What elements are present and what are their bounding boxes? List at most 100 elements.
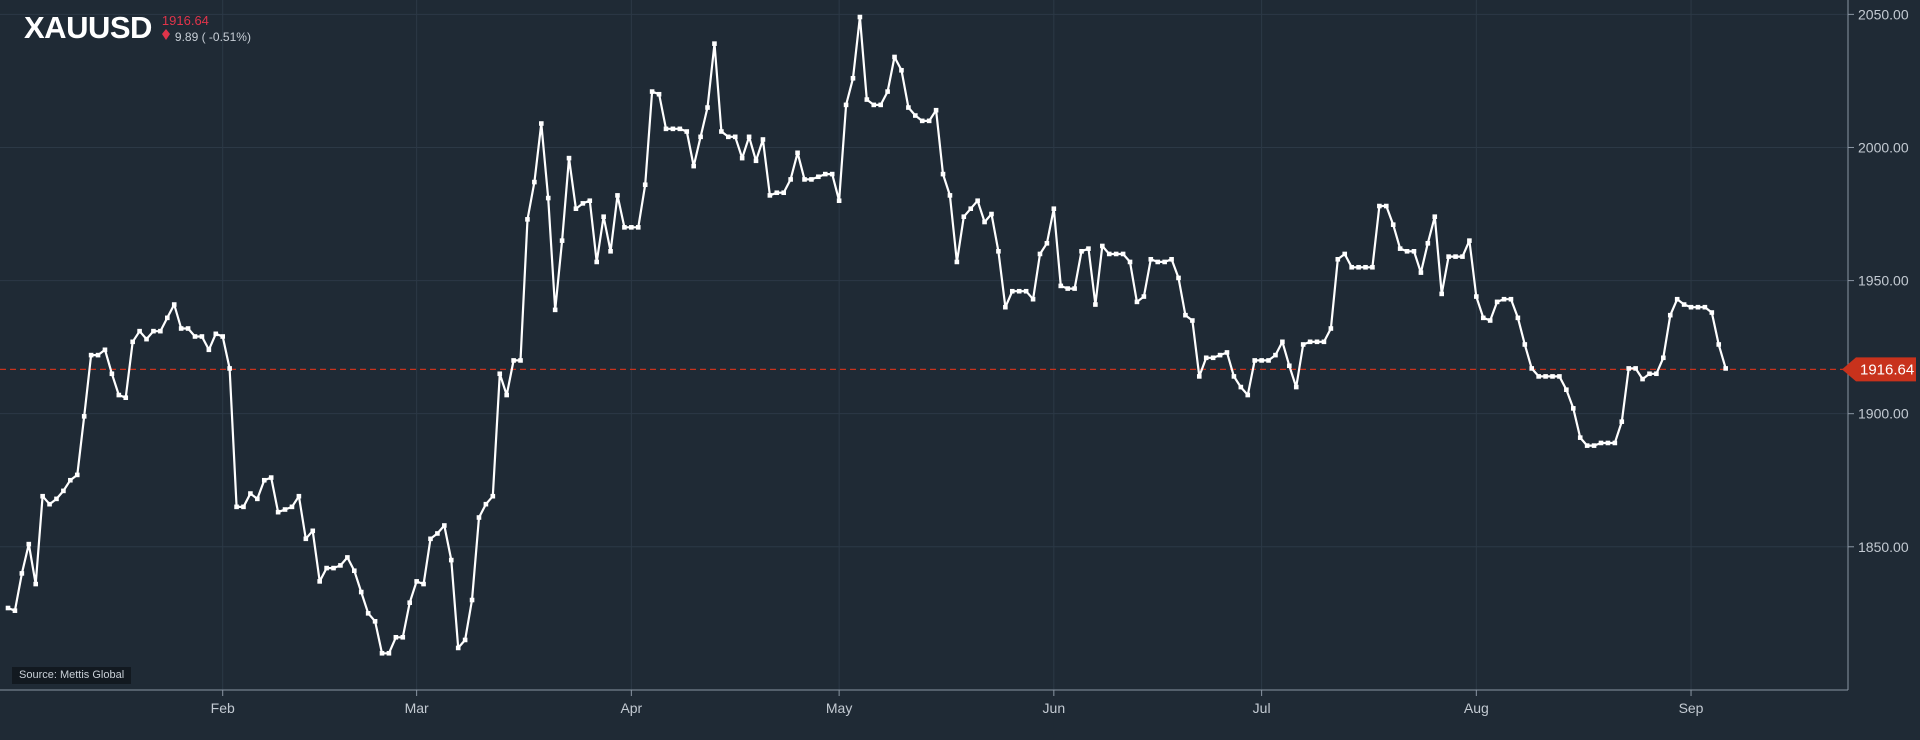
price-point	[455, 645, 461, 651]
y-tick-label: 1900.00	[1858, 406, 1909, 422]
price-point	[1072, 286, 1077, 291]
price-point	[1134, 299, 1140, 305]
price-point	[1377, 203, 1382, 209]
price-point	[358, 589, 364, 595]
price-point	[539, 121, 544, 126]
price-point	[843, 102, 849, 108]
price-point	[483, 501, 489, 507]
price-point	[1100, 243, 1105, 249]
instrument-header: XAUUSD 1916.64 9.89 ( -0.51%)	[24, 10, 251, 46]
price-point	[296, 493, 302, 499]
y-tick-label: 2000.00	[1858, 139, 1909, 155]
price-point	[1702, 304, 1708, 310]
price-point	[1550, 374, 1555, 379]
price-point	[1397, 246, 1403, 251]
price-point	[781, 190, 787, 196]
price-point	[587, 198, 593, 204]
price-point	[511, 358, 516, 363]
price-point	[1674, 296, 1680, 302]
source-label: Source: Mettis Global	[12, 667, 132, 684]
price-point	[504, 392, 509, 398]
price-point	[234, 504, 239, 510]
price-point	[899, 67, 904, 73]
price-point	[608, 248, 613, 254]
price-point	[1252, 358, 1257, 363]
price-point	[462, 637, 468, 643]
price-point	[1280, 339, 1285, 345]
price-point	[719, 129, 724, 134]
price-point	[1418, 270, 1424, 275]
price-point	[1203, 355, 1209, 361]
price-point	[809, 177, 814, 182]
price-point	[1654, 371, 1659, 377]
price-point	[954, 259, 960, 265]
price-point	[1508, 296, 1514, 302]
price-point	[393, 634, 399, 640]
price-point	[518, 358, 523, 363]
price-point	[448, 557, 454, 563]
price-point	[767, 193, 773, 198]
price-point	[933, 107, 939, 113]
price-point	[1494, 299, 1500, 305]
price-point	[822, 171, 828, 177]
price-point	[95, 352, 101, 358]
price-point	[580, 201, 586, 206]
price-point	[1383, 203, 1389, 209]
price-point	[1709, 310, 1715, 315]
price-point	[1529, 366, 1535, 371]
price-point	[497, 371, 503, 377]
price-point	[40, 493, 45, 499]
instrument-symbol: XAUUSD	[24, 10, 152, 45]
price-point	[490, 493, 496, 499]
price-point	[241, 504, 246, 510]
price-point	[1570, 406, 1576, 411]
price-point	[5, 605, 11, 611]
price-point	[102, 347, 108, 353]
x-tick-label: Apr	[620, 700, 642, 716]
price-point	[982, 219, 987, 225]
x-tick-label: Sep	[1679, 700, 1704, 716]
price-point	[677, 126, 683, 132]
axis-frame	[0, 0, 1854, 696]
price-point	[1162, 259, 1167, 265]
price-point	[19, 571, 25, 576]
price-point	[622, 225, 627, 230]
x-tick-label: Feb	[211, 700, 235, 716]
price-point	[282, 507, 288, 512]
price-point	[940, 171, 946, 177]
price-point	[1591, 443, 1597, 448]
price-line	[7, 15, 1727, 655]
price-point	[213, 331, 219, 337]
price-point	[1176, 275, 1181, 281]
price-point	[1356, 264, 1361, 270]
price-point	[629, 225, 634, 230]
price-point	[1287, 363, 1292, 369]
price-point	[1439, 291, 1444, 297]
price-point	[352, 568, 357, 574]
price-point	[698, 134, 703, 140]
price-point	[836, 198, 842, 204]
price-point	[317, 579, 322, 584]
price-point	[26, 541, 32, 547]
price-point	[130, 339, 135, 345]
price-point	[1148, 256, 1154, 262]
price-point	[1557, 374, 1562, 379]
price-point	[400, 634, 406, 640]
price-point	[1667, 312, 1673, 318]
price-point	[1661, 355, 1666, 361]
price-point	[1224, 350, 1230, 355]
price-point	[248, 491, 253, 496]
x-tick-label: Aug	[1464, 700, 1489, 716]
price-point	[1079, 248, 1084, 254]
y-tick-label: 1850.00	[1858, 539, 1909, 555]
price-point	[1349, 264, 1354, 270]
price-point	[760, 137, 766, 142]
price-point	[192, 334, 198, 339]
price-point	[255, 496, 260, 502]
price-point	[906, 105, 911, 110]
price-point	[1293, 384, 1299, 390]
price-point	[961, 214, 967, 219]
price-point	[33, 581, 39, 587]
price-point	[428, 536, 433, 542]
